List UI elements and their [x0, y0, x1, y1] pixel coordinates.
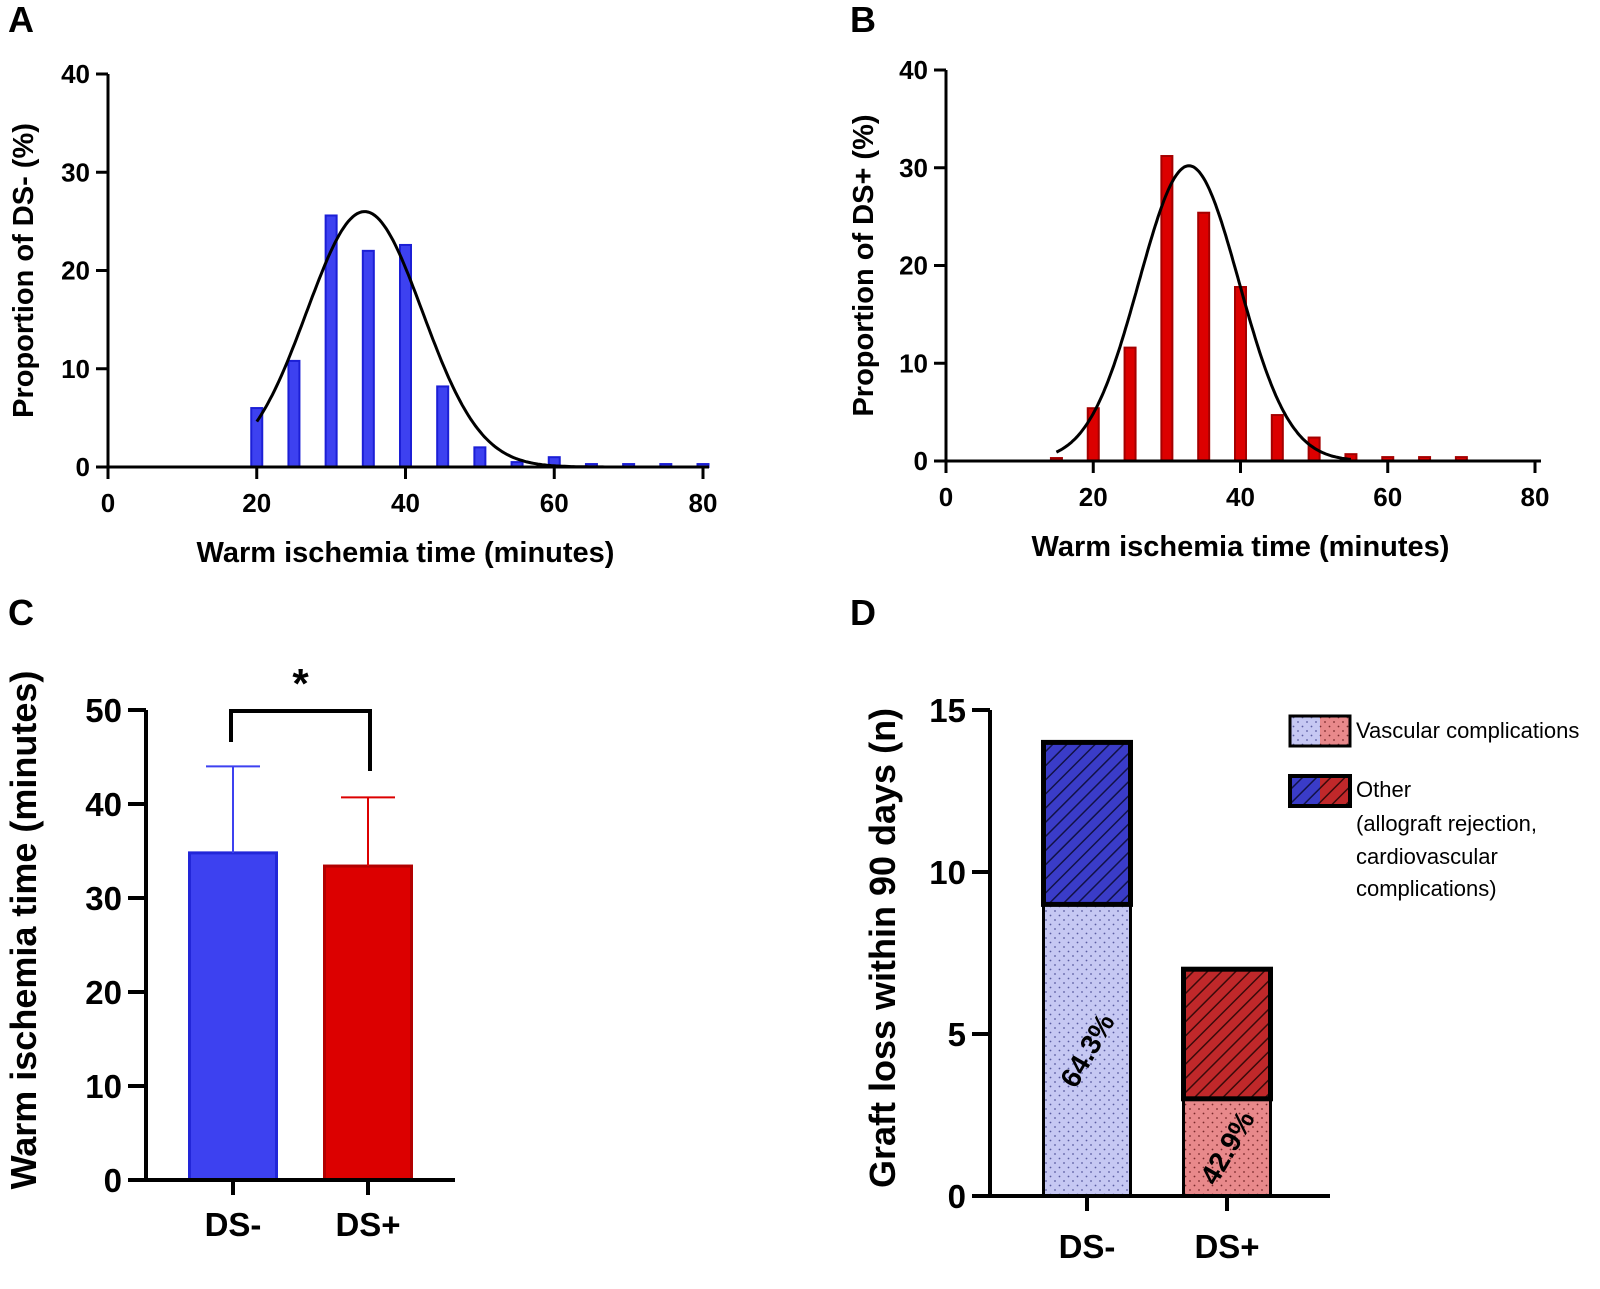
panel-letter-d: D — [850, 592, 876, 633]
legend-label-other-detail-2: cardiovascular — [1356, 844, 1498, 869]
panel-a-xtick-label-60: 60 — [540, 488, 569, 518]
panel-d-ytick-label-0: 0 — [948, 1178, 966, 1215]
panel-a-xtick-label-0: 0 — [101, 488, 115, 518]
panel-d-y-axis-title: Graft loss within 90 days (n) — [862, 708, 903, 1188]
panel-c-ytick-label-50: 50 — [85, 692, 122, 729]
panel-a-ytick-label-40: 40 — [61, 59, 90, 89]
panel-b-xtick-label-0: 0 — [939, 482, 953, 512]
panel-b-bar-45 — [1270, 414, 1284, 462]
legend-swatch-other — [1288, 774, 1352, 808]
panel-c-ds-minus-bar — [188, 851, 278, 1182]
panel-c-ytick-label-40: 40 — [85, 786, 122, 823]
panel-a-xtick-label-20: 20 — [242, 488, 271, 518]
panel-a-xtick-label-40: 40 — [391, 488, 420, 518]
legend-label-other-detail-3: complications) — [1356, 876, 1497, 901]
panel-c-ytick-label-30: 30 — [85, 880, 122, 917]
panel-a-ytick-label-0: 0 — [76, 452, 90, 482]
panel-d-xtick-label-ds-minus: DS- — [1059, 1228, 1116, 1265]
panel-c-bar-chart: * 0 10 20 30 40 50 DS- DS+ Warm ischemia time … — [3, 660, 455, 1243]
panel-d-ytick-label-5: 5 — [948, 1016, 966, 1053]
panel-a-bar-25 — [287, 359, 301, 469]
panel-c-ytick-label-20: 20 — [85, 974, 122, 1011]
panel-b-ytick-label-0: 0 — [914, 446, 928, 476]
panel-d-xtick-label-ds-plus: DS+ — [1194, 1228, 1259, 1265]
panel-a-histogram: 0 10 20 30 40 0 20 40 60 80 Warm ischemia time (… — [8, 59, 717, 569]
panel-a-normal-fit-curve — [255, 210, 703, 469]
panel-a-bar-35 — [361, 249, 375, 468]
panel-d-ytick-label-10: 10 — [929, 854, 966, 891]
panel-b-ytick-label-20: 20 — [899, 251, 928, 281]
panel-c-significance-bracket — [229, 709, 372, 771]
legend-label-other-detail-1: (allograft rejection, — [1356, 811, 1537, 836]
panel-c-significance-label: * — [292, 660, 309, 707]
panel-c-ds-plus-bar — [323, 864, 413, 1182]
panel-a-y-axis-title: Proportion of DS- (%) — [8, 123, 40, 418]
panel-d-ds-plus-other-segment — [1181, 966, 1273, 1102]
panel-letter-c: C — [8, 592, 34, 633]
panel-letter-b: B — [850, 0, 876, 40]
panel-b-bar-25 — [1123, 346, 1137, 462]
panel-b-xtick-label-40: 40 — [1226, 482, 1255, 512]
panel-b-xtick-label-20: 20 — [1079, 482, 1108, 512]
panel-b-bar-40 — [1234, 286, 1247, 462]
panel-b-xtick-label-80: 80 — [1521, 482, 1550, 512]
panel-c-ytick-label-0: 0 — [104, 1162, 122, 1199]
panel-c-xtick-label-ds-minus: DS- — [205, 1206, 262, 1243]
panel-c-ytick-label-10: 10 — [85, 1068, 122, 1105]
panel-a-bar-45 — [436, 385, 450, 468]
panel-a-ytick-label-20: 20 — [61, 256, 90, 286]
legend-swatch-vascular — [1288, 714, 1352, 748]
panel-b-ytick-label-30: 30 — [899, 153, 928, 183]
panel-a-ytick-label-10: 10 — [61, 354, 90, 384]
panel-a-x-axis-title: Warm ischemia time (minutes) — [197, 537, 615, 569]
panel-b-normal-fit-curve — [1055, 164, 1352, 461]
panel-a-bar-50 — [473, 446, 487, 469]
panel-d-ytick-label-15: 15 — [929, 692, 966, 729]
panel-c-xtick-label-ds-plus: DS+ — [335, 1206, 400, 1243]
panel-a-ytick-label-30: 30 — [61, 157, 90, 187]
panel-b-y-axis-title: Proportion of DS+ (%) — [848, 114, 880, 416]
panel-d-ds-minus-other-segment — [1041, 739, 1133, 907]
panel-b-x-axis-title: Warm ischemia time (minutes) — [1032, 531, 1450, 563]
panel-a-xtick-label-80: 80 — [689, 488, 718, 518]
panel-b-ytick-label-40: 40 — [899, 55, 928, 85]
legend-label-vascular: Vascular complications — [1356, 718, 1579, 743]
panel-d-legend: Vascular complications Other (allograft … — [1288, 714, 1579, 901]
panel-b-ytick-label-10: 10 — [899, 348, 928, 378]
panel-b-bar-35 — [1197, 211, 1211, 462]
panel-b-histogram: 0 10 20 30 40 0 20 40 60 80 Warm ischemia time (… — [848, 55, 1549, 563]
panel-b-xtick-label-60: 60 — [1373, 482, 1402, 512]
panel-letter-a: A — [8, 0, 34, 40]
legend-label-other: Other — [1356, 777, 1411, 802]
panel-c-y-axis-title: Warm ischemia time (minutes) — [3, 671, 44, 1190]
panel-d-ds-plus-vascular-segment — [1182, 1097, 1272, 1198]
